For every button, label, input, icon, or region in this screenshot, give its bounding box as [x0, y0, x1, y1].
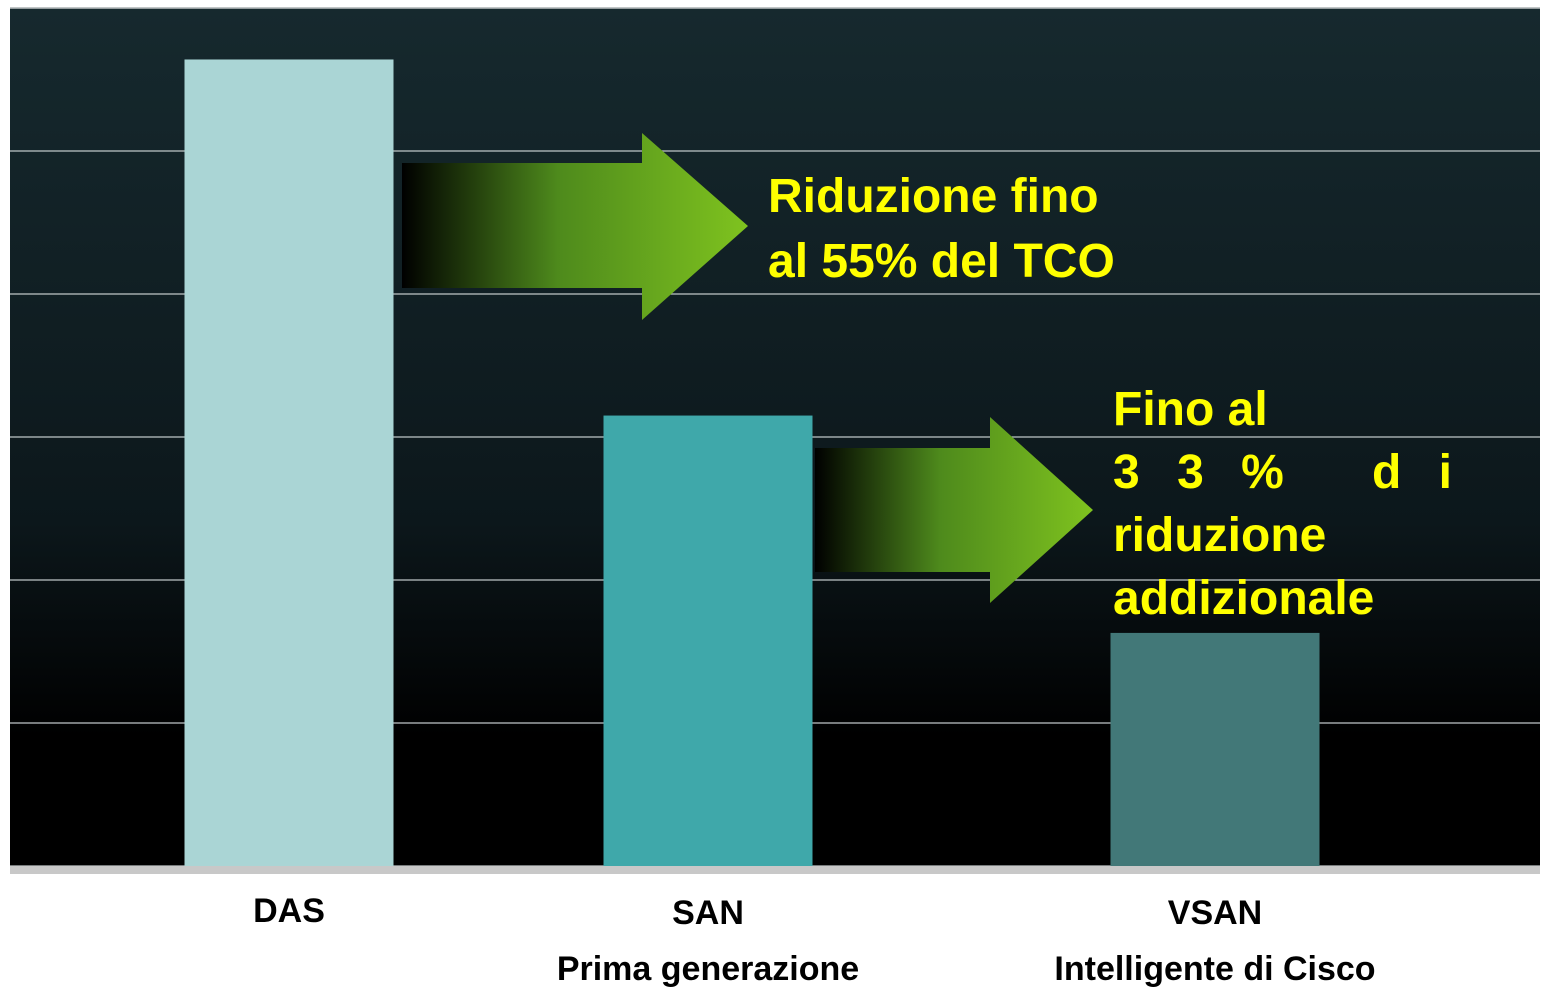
annotation: Riduzione fino — [768, 170, 1099, 223]
x-axis-band — [10, 866, 1540, 874]
bar — [603, 415, 813, 866]
x-tick-label: DAS — [253, 892, 325, 930]
arrow — [815, 417, 1093, 603]
x-tick-sublabel: Prima generazione — [557, 950, 859, 988]
x-tick-label: VSAN — [1168, 894, 1262, 932]
annotation: al 55% del TCO — [768, 235, 1115, 288]
x-tick-label: SAN — [672, 894, 744, 932]
arrow — [402, 133, 748, 320]
bar — [1110, 632, 1320, 866]
annotation: Fino al — [1113, 383, 1268, 436]
x-tick-sublabel: Intelligente di Cisco — [1054, 950, 1375, 988]
bar — [184, 59, 394, 867]
annotation: riduzione — [1113, 509, 1326, 562]
annotation: addizionale — [1113, 572, 1374, 625]
